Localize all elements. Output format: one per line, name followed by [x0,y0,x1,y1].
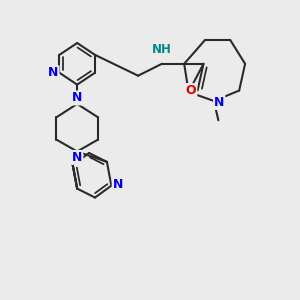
Text: N: N [48,66,59,79]
Text: N: N [72,92,83,104]
Text: N: N [214,96,224,109]
Text: NH: NH [152,44,172,56]
Text: N: N [113,178,123,191]
Text: N: N [72,151,83,164]
Text: O: O [186,84,196,97]
